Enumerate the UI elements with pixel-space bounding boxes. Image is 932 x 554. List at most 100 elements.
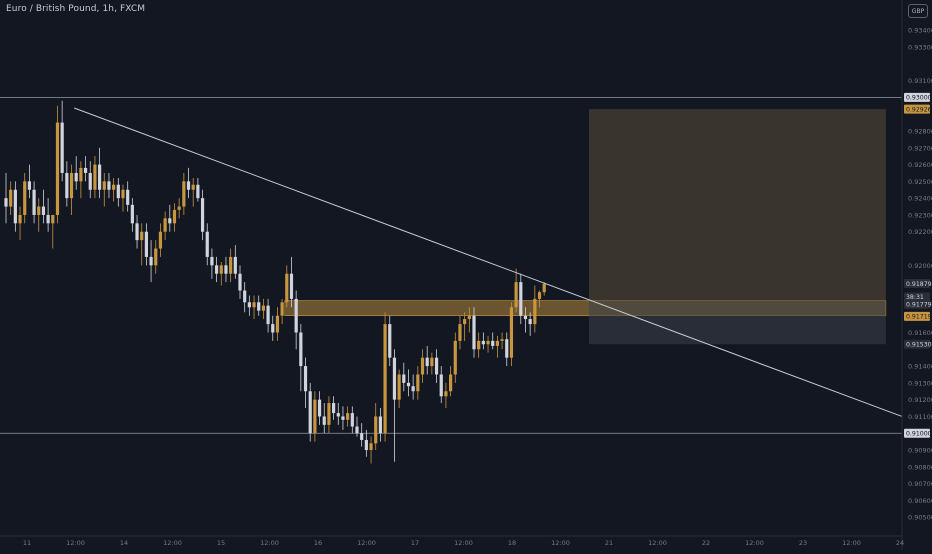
price-labels: 0.93000 0.92926 0.91879 38:310.91779 0.91719… — [904, 92, 932, 438]
candle — [303, 357, 308, 409]
candle-body — [219, 265, 223, 274]
candle — [327, 396, 331, 434]
candle-body — [121, 189, 125, 199]
time-tick-label: 12:00 — [842, 539, 861, 547]
candle-body — [369, 443, 373, 451]
candle — [519, 273, 523, 325]
candle — [528, 312, 532, 336]
candle — [402, 362, 406, 392]
candle-body — [313, 399, 317, 434]
time-tick-label: 16 — [314, 539, 322, 547]
time-axis[interactable]: 11 12:00 14 12:00 15 12:00 16 12:00 17 12:00 18 12:… — [0, 535, 904, 547]
candle-body — [4, 198, 8, 207]
candle-body — [112, 184, 116, 190]
candle — [378, 408, 382, 442]
candle-body — [135, 223, 139, 241]
symbol-title: Euro / British Pound, 1h, FXCM — [6, 4, 146, 14]
candle-body — [308, 391, 312, 434]
candle — [13, 181, 17, 232]
candle-body — [46, 214, 50, 224]
price-tick-label: 0.90500 — [908, 514, 932, 522]
candle — [158, 223, 163, 257]
time-tick-label: 12:00 — [163, 539, 182, 547]
candle-body — [69, 172, 74, 199]
candle-body — [364, 439, 368, 451]
candle-body — [51, 214, 55, 224]
stop-zone — [589, 300, 886, 345]
candle-body — [252, 302, 256, 308]
candle — [397, 369, 401, 409]
candle — [332, 396, 336, 420]
currency-badge[interactable]: GBP — [908, 4, 928, 18]
price-label-box — [904, 311, 930, 321]
price-label: 0.91000 — [904, 428, 932, 438]
candle — [416, 366, 420, 400]
candle — [308, 382, 312, 442]
candle — [191, 178, 195, 207]
candle-body — [88, 172, 92, 190]
candle-body — [93, 164, 97, 190]
candle — [154, 240, 158, 274]
candle-body — [266, 305, 270, 325]
candle — [411, 374, 415, 400]
candle — [477, 332, 481, 358]
candle — [444, 382, 448, 409]
time-tick-label: 12:00 — [745, 539, 764, 547]
time-tick-label: 11 — [23, 539, 31, 547]
candle-body — [200, 198, 205, 232]
candle-body — [163, 218, 167, 232]
candle-body — [196, 184, 200, 199]
candle-body — [130, 204, 134, 224]
candle-body — [224, 265, 228, 274]
price-label-box — [904, 299, 930, 309]
candle-body — [383, 324, 387, 434]
candle — [102, 172, 106, 207]
candle-body — [402, 374, 406, 383]
candle-body — [289, 273, 294, 299]
candle — [495, 335, 499, 358]
time-tick-label: 12:00 — [551, 539, 570, 547]
candle-body — [294, 298, 298, 333]
candle-body — [411, 386, 415, 392]
candle-body — [126, 189, 130, 205]
candle — [434, 349, 439, 383]
candle-body — [13, 189, 17, 224]
candle-body — [140, 231, 144, 241]
candle — [350, 406, 354, 434]
time-tick-label: 14 — [120, 539, 128, 547]
candle — [55, 105, 60, 224]
candle-body — [346, 413, 350, 420]
candle-body — [107, 181, 111, 190]
candle-body — [280, 302, 284, 316]
candle — [37, 198, 41, 232]
price-label-text: 0.91779 — [906, 302, 932, 309]
candle — [369, 436, 373, 464]
candle-body — [27, 181, 31, 190]
candle — [289, 256, 294, 308]
candle — [149, 240, 153, 283]
candle-body — [191, 184, 195, 190]
candle-body — [486, 340, 490, 345]
candle — [523, 307, 528, 333]
time-tick-label: 24 — [896, 539, 904, 547]
candle — [317, 391, 322, 425]
candle-body — [243, 290, 247, 303]
time-tick-label: 21 — [605, 539, 613, 547]
candle — [182, 172, 186, 215]
price-label: 0.92926 — [904, 104, 932, 114]
candle — [238, 265, 242, 299]
candle — [65, 161, 69, 207]
candle-body — [215, 265, 219, 274]
candle-body — [444, 391, 448, 397]
candle — [355, 416, 359, 437]
candle — [453, 332, 457, 383]
